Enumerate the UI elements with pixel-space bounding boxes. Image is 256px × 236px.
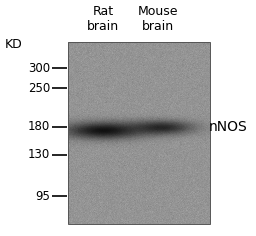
Text: 130: 130 — [28, 148, 50, 161]
Text: KD: KD — [5, 38, 23, 51]
Text: nNOS: nNOS — [209, 120, 248, 134]
Text: 250: 250 — [28, 81, 50, 94]
Text: 180: 180 — [28, 121, 50, 134]
Bar — [68, 42, 210, 224]
Text: Mouse
brain: Mouse brain — [138, 5, 178, 33]
Text: Rat
brain: Rat brain — [87, 5, 119, 33]
Text: 300: 300 — [28, 62, 50, 75]
Text: 95: 95 — [35, 190, 50, 202]
